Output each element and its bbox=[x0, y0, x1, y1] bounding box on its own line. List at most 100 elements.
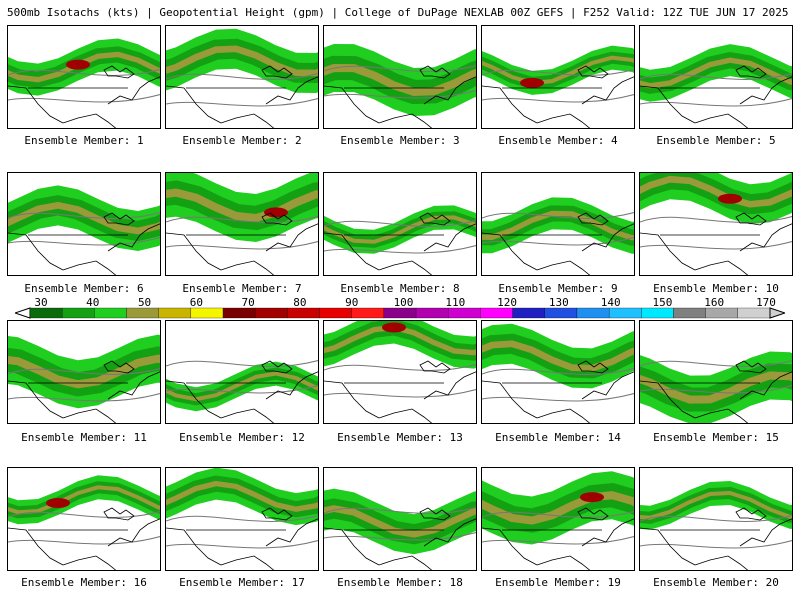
ensemble-member-map bbox=[7, 320, 161, 424]
colorbar-swatch bbox=[190, 307, 224, 319]
ensemble-member-label: Ensemble Member: 6 bbox=[24, 282, 144, 295]
isotach-map bbox=[482, 45, 634, 128]
great-lakes bbox=[735, 360, 767, 374]
height-contour bbox=[640, 359, 792, 367]
isotach-band-60kt bbox=[8, 485, 160, 515]
great-lakes bbox=[577, 507, 609, 521]
isotach-map bbox=[166, 468, 318, 570]
coastline-borders bbox=[482, 223, 634, 275]
coastline-borders bbox=[324, 371, 476, 423]
isotach-colorbar bbox=[15, 307, 785, 319]
colorbar-swatch bbox=[287, 307, 320, 319]
colorbar-swatch bbox=[544, 307, 578, 319]
height-contour bbox=[166, 215, 318, 223]
isotach-band-60kt bbox=[166, 45, 318, 77]
colorbar-swatch bbox=[351, 307, 385, 319]
ensemble-member-label: Ensemble Member: 14 bbox=[495, 431, 621, 444]
coastline-borders bbox=[8, 76, 160, 128]
colorbar-tick-label: 150 bbox=[652, 296, 673, 309]
coastline-borders bbox=[166, 76, 318, 128]
ensemble-member-map bbox=[7, 172, 161, 276]
height-contour bbox=[166, 72, 318, 80]
isotach-map bbox=[640, 44, 792, 128]
colorbar-swatch bbox=[705, 307, 738, 319]
isotach-map bbox=[324, 488, 476, 570]
colorbar-swatch bbox=[448, 307, 481, 319]
height-contour bbox=[324, 64, 476, 72]
isotach-map bbox=[166, 359, 318, 423]
coastline-borders bbox=[8, 223, 160, 275]
height-contour bbox=[8, 211, 160, 219]
colorbar-swatch bbox=[383, 307, 417, 319]
great-lakes bbox=[261, 212, 293, 226]
colorbar-swatch bbox=[737, 307, 771, 319]
great-lakes bbox=[577, 212, 609, 226]
colorbar-swatch bbox=[576, 307, 610, 319]
colorbar-swatch bbox=[512, 307, 545, 319]
colorbar-tick-label: 110 bbox=[445, 296, 466, 309]
great-lakes bbox=[261, 507, 293, 521]
colorbar-tick-label: 130 bbox=[548, 296, 569, 309]
coastline-borders bbox=[482, 76, 634, 128]
coastline-borders bbox=[482, 518, 634, 570]
great-lakes bbox=[103, 507, 135, 521]
height-contour bbox=[324, 506, 476, 514]
ensemble-member-map bbox=[481, 25, 635, 129]
coastline-borders bbox=[8, 518, 160, 570]
colorbar-swatch bbox=[94, 307, 127, 319]
height-contour bbox=[166, 97, 318, 107]
height-contour bbox=[640, 384, 792, 394]
isotach-map bbox=[8, 185, 160, 275]
jet-max-core bbox=[382, 322, 406, 333]
ensemble-member-map bbox=[481, 320, 635, 424]
isotach-band-60kt bbox=[482, 340, 634, 372]
isotach-band-60kt bbox=[166, 480, 318, 512]
height-contour bbox=[166, 359, 318, 367]
ensemble-member-label: Ensemble Member: 9 bbox=[498, 282, 618, 295]
ensemble-member-map bbox=[165, 467, 319, 571]
colorbar-swatch bbox=[126, 307, 159, 319]
ensemble-member-map bbox=[7, 467, 161, 571]
isotach-map bbox=[482, 323, 634, 423]
colorbar-tick-label: 40 bbox=[86, 296, 100, 309]
colorbar-tick-label: 100 bbox=[393, 296, 414, 309]
isotach-band-60kt bbox=[324, 63, 476, 97]
height-contour bbox=[8, 535, 160, 545]
ensemble-member-map bbox=[165, 25, 319, 129]
coastline-borders bbox=[640, 371, 792, 423]
height-contour bbox=[166, 514, 318, 522]
ensemble-member-map bbox=[323, 467, 477, 571]
height-contour bbox=[8, 510, 160, 518]
colorbar-tick-label: 60 bbox=[189, 296, 203, 309]
ensemble-member-map bbox=[323, 320, 477, 424]
coastline-borders bbox=[482, 371, 634, 423]
height-contour bbox=[482, 510, 634, 518]
ensemble-member-label: Ensemble Member: 1 bbox=[24, 134, 144, 147]
isotach-map bbox=[8, 38, 160, 128]
colorbar-tick-label: 140 bbox=[600, 296, 621, 309]
colorbar-tick-label: 80 bbox=[293, 296, 307, 309]
height-contour bbox=[640, 215, 792, 223]
colorbar-swatch bbox=[62, 307, 95, 319]
ensemble-member-map bbox=[323, 172, 477, 276]
height-contour bbox=[324, 388, 476, 398]
isotach-band-60kt bbox=[482, 210, 634, 241]
ensemble-member-label: Ensemble Member: 11 bbox=[21, 431, 147, 444]
great-lakes bbox=[419, 65, 451, 79]
jet-max-core bbox=[46, 497, 70, 508]
great-lakes bbox=[577, 65, 609, 79]
height-contour bbox=[482, 211, 634, 219]
ensemble-member-map bbox=[165, 172, 319, 276]
isotach-map bbox=[324, 43, 476, 128]
great-lakes bbox=[735, 65, 767, 79]
height-contour bbox=[482, 535, 634, 545]
colorbar-swatch bbox=[29, 307, 63, 319]
height-contour bbox=[324, 363, 476, 371]
ensemble-member-label: Ensemble Member: 10 bbox=[653, 282, 779, 295]
colorbar-swatch bbox=[480, 307, 513, 319]
height-contour bbox=[8, 236, 160, 246]
isotach-map bbox=[324, 205, 476, 275]
height-contour bbox=[324, 89, 476, 99]
great-lakes bbox=[103, 65, 135, 79]
ensemble-member-map bbox=[639, 25, 793, 129]
